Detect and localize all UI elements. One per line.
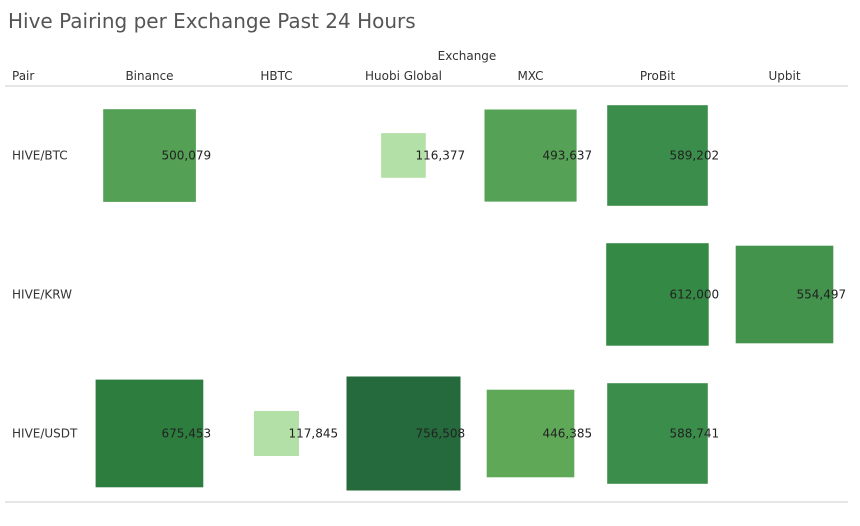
cell-mark-hive-usdt-probit [607,383,708,484]
row-label-hive-btc: HIVE/BTC [12,149,68,163]
cell-mark-hive-btc-mxc [484,109,577,202]
column-header-exchange: Exchange [438,49,497,63]
cell-mark-hive-usdt-mxc [486,389,575,478]
row-labels: HIVE/BTC HIVE/KRW HIVE/USDT [12,149,78,441]
heatmap-cells: 500,079 116,377 493,637 589,202 612,000 554,4… [95,105,847,491]
cell-mark-hive-usdt-huobi-global [346,376,461,491]
cell-value-hive-krw-upbit: 554,497 [797,288,847,302]
column-label-hbtc: HBTC [260,69,292,83]
column-label-huobi-global: Huobi Global [365,69,442,83]
row-header-pair: Pair [12,69,34,83]
column-labels: Binance HBTC Huobi Global MXC ProBit Upbit [125,69,800,83]
cell-value-hive-usdt-huobi-global: 756,508 [416,427,466,441]
column-label-binance: Binance [125,69,173,83]
cell-mark-hive-usdt-hbtc [254,411,299,456]
cell-value-hive-usdt-binance: 675,453 [162,427,212,441]
cell-value-hive-usdt-mxc: 446,385 [543,427,593,441]
cell-mark-hive-btc-huobi-global [381,133,426,178]
row-label-hive-usdt: HIVE/USDT [12,427,78,441]
cell-mark-hive-krw-probit [606,243,709,346]
column-label-probit: ProBit [640,69,676,83]
cell-value-hive-btc-probit: 589,202 [670,149,720,163]
cell-mark-hive-krw-upbit [735,245,834,344]
cell-value-hive-usdt-hbtc: 117,845 [289,427,339,441]
cell-value-hive-btc-mxc: 493,637 [543,149,593,163]
cell-mark-hive-btc-binance [103,109,196,202]
cell-mark-hive-usdt-binance [95,379,204,488]
cell-value-hive-btc-huobi-global: 116,377 [416,149,466,163]
row-label-hive-krw: HIVE/KRW [12,288,72,302]
cell-value-hive-usdt-probit: 588,741 [670,427,720,441]
chart-title: Hive Pairing per Exchange Past 24 Hours [8,9,416,33]
cell-value-hive-krw-probit: 612,000 [670,288,720,302]
column-label-mxc: MXC [517,69,543,83]
cell-value-hive-btc-binance: 500,079 [162,149,212,163]
cell-mark-hive-btc-probit [607,105,708,206]
column-label-upbit: Upbit [768,69,800,83]
